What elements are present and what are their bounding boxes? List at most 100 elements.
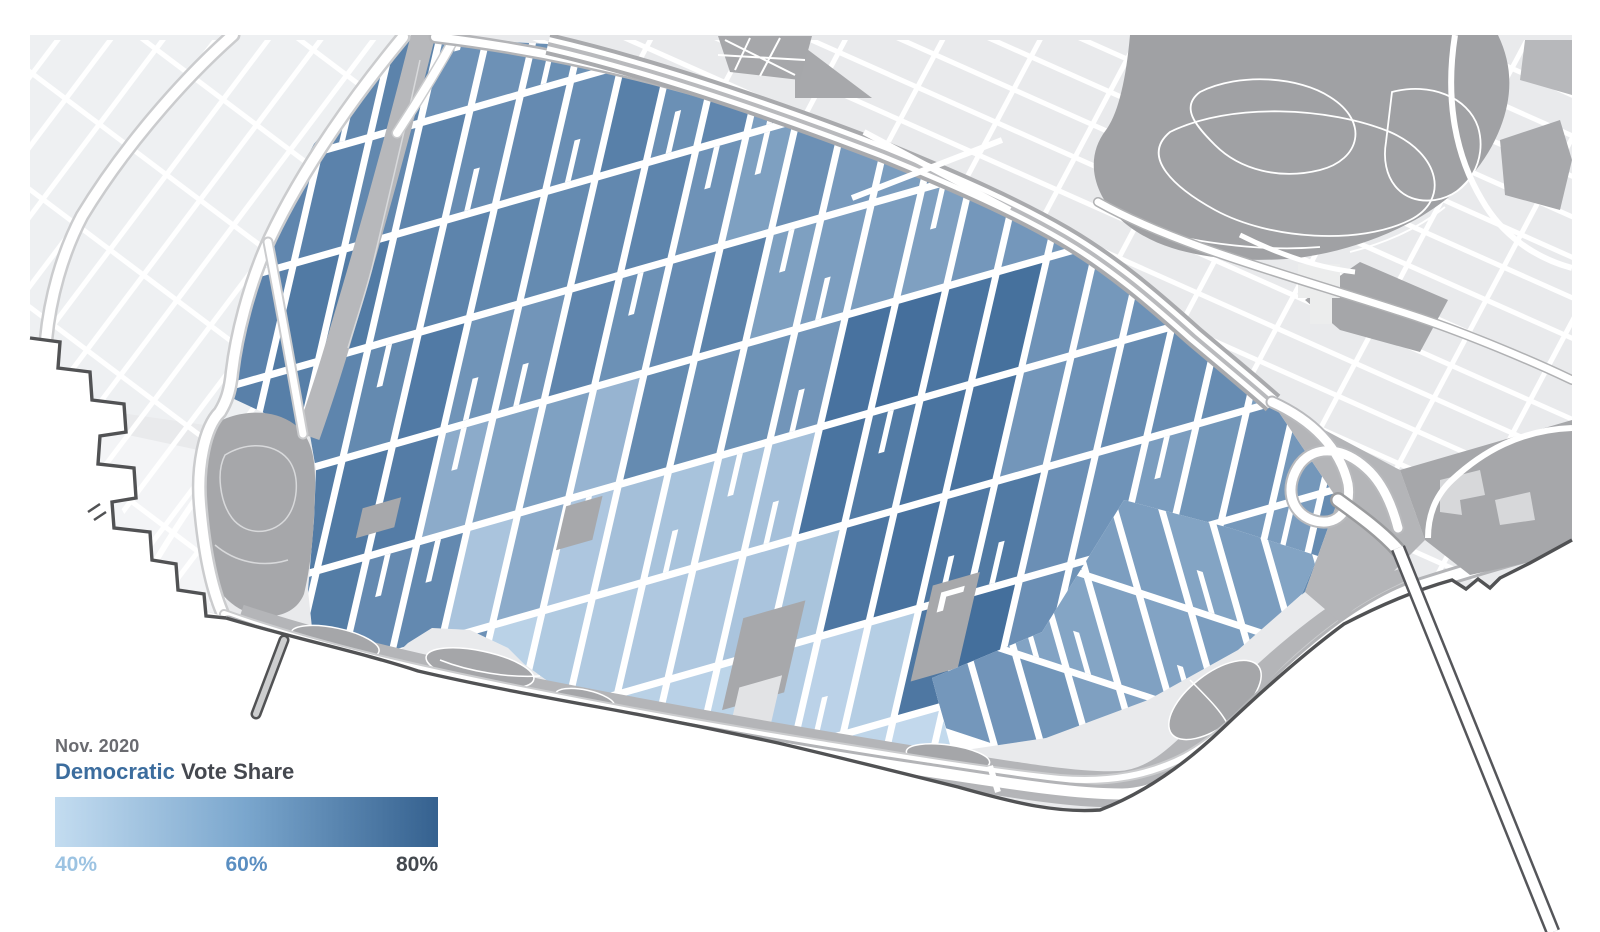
city-block bbox=[699, 237, 767, 354]
city-block bbox=[923, 486, 991, 604]
non-residential-block bbox=[722, 600, 806, 711]
legend-period: Nov. 2020 bbox=[55, 736, 140, 756]
pier bbox=[250, 634, 290, 720]
city-block bbox=[823, 515, 890, 632]
legend-title-highlight: Democratic bbox=[55, 759, 175, 784]
city-block bbox=[597, 475, 665, 592]
city-block bbox=[1074, 443, 1142, 560]
city-block bbox=[449, 99, 517, 216]
city-block bbox=[574, 168, 642, 285]
city-block bbox=[524, 182, 591, 299]
city-block bbox=[949, 374, 1017, 492]
city-block bbox=[749, 222, 817, 339]
city-block bbox=[548, 280, 616, 397]
city-block bbox=[1025, 248, 1093, 365]
city-block bbox=[1111, 500, 1186, 605]
city-block bbox=[672, 558, 740, 675]
city-block bbox=[848, 403, 916, 520]
legend-title: Democratic Vote Share bbox=[55, 759, 438, 785]
legend-title-rest: Vote Share bbox=[174, 759, 295, 784]
legend-mid-label: 60% bbox=[225, 853, 268, 876]
city-block bbox=[499, 84, 567, 202]
city-block bbox=[1163, 502, 1238, 622]
city-block bbox=[423, 211, 491, 328]
city-block bbox=[872, 710, 939, 750]
highway-loop bbox=[38, 35, 463, 620]
city-block bbox=[624, 153, 692, 270]
boundary-road-ne bbox=[545, 35, 1281, 412]
small-park bbox=[717, 36, 812, 80]
city-block bbox=[824, 305, 892, 423]
city-block bbox=[421, 420, 489, 538]
non-residential-block bbox=[355, 497, 402, 539]
legend-gradient-bar bbox=[55, 797, 438, 847]
city-block bbox=[373, 225, 440, 342]
city-block bbox=[873, 501, 941, 618]
city-block bbox=[447, 308, 515, 426]
shoreline-edge bbox=[29, 336, 1573, 813]
legend-axis-labels: 40% 60% 80% bbox=[55, 853, 438, 877]
city-block bbox=[398, 113, 466, 230]
city-block bbox=[424, 38, 492, 118]
city-block bbox=[598, 265, 666, 382]
city-block bbox=[496, 504, 564, 621]
city-block bbox=[397, 323, 465, 440]
city-block bbox=[347, 337, 415, 454]
city-block bbox=[974, 472, 1041, 589]
city-block bbox=[673, 349, 741, 466]
city-block bbox=[797, 627, 865, 744]
city-block bbox=[847, 613, 915, 730]
city-block bbox=[571, 587, 639, 704]
city-block bbox=[850, 193, 918, 311]
city-block bbox=[345, 547, 413, 664]
non-residential-block bbox=[910, 572, 980, 682]
city-block bbox=[1225, 400, 1293, 517]
legend-max-label: 80% bbox=[395, 853, 438, 876]
city-block bbox=[674, 139, 742, 256]
city-block bbox=[1215, 520, 1290, 639]
legend: Nov. 2020 Democratic Vote Share 40% 60% … bbox=[55, 736, 438, 877]
city-block bbox=[925, 277, 993, 394]
city-block bbox=[446, 518, 514, 635]
roads-east bbox=[1093, 35, 1572, 539]
city-block bbox=[549, 70, 617, 187]
city-block bbox=[649, 251, 716, 368]
city-block bbox=[975, 262, 1043, 380]
bridge bbox=[1391, 545, 1560, 932]
city-block bbox=[968, 641, 1043, 752]
city-block bbox=[874, 291, 942, 408]
city-block bbox=[723, 334, 791, 451]
city-block bbox=[900, 179, 968, 296]
city-block bbox=[296, 351, 364, 469]
city-block bbox=[1091, 580, 1166, 700]
city-block bbox=[498, 294, 566, 411]
city-block bbox=[321, 449, 389, 566]
city-block bbox=[298, 142, 366, 259]
non-residential-block bbox=[555, 495, 603, 551]
city-block bbox=[698, 446, 765, 563]
city-block bbox=[472, 406, 540, 523]
city-block bbox=[473, 196, 541, 314]
city-block bbox=[621, 573, 689, 690]
legend-min-label: 40% bbox=[55, 853, 98, 876]
city-block bbox=[1050, 346, 1118, 463]
city-block bbox=[1175, 414, 1243, 532]
city-block bbox=[1024, 458, 1092, 575]
city-block bbox=[725, 125, 793, 242]
city-block bbox=[600, 56, 668, 173]
city-block bbox=[748, 432, 816, 549]
city-block bbox=[396, 532, 463, 650]
city-block bbox=[1100, 331, 1168, 448]
city-block bbox=[623, 363, 691, 480]
city-block bbox=[800, 208, 867, 325]
city-block bbox=[999, 360, 1067, 477]
city-block bbox=[774, 320, 842, 437]
city-block bbox=[798, 417, 866, 535]
city-block bbox=[647, 461, 715, 578]
city-block bbox=[722, 544, 790, 661]
city-block bbox=[522, 392, 590, 509]
west-park bbox=[195, 412, 316, 617]
